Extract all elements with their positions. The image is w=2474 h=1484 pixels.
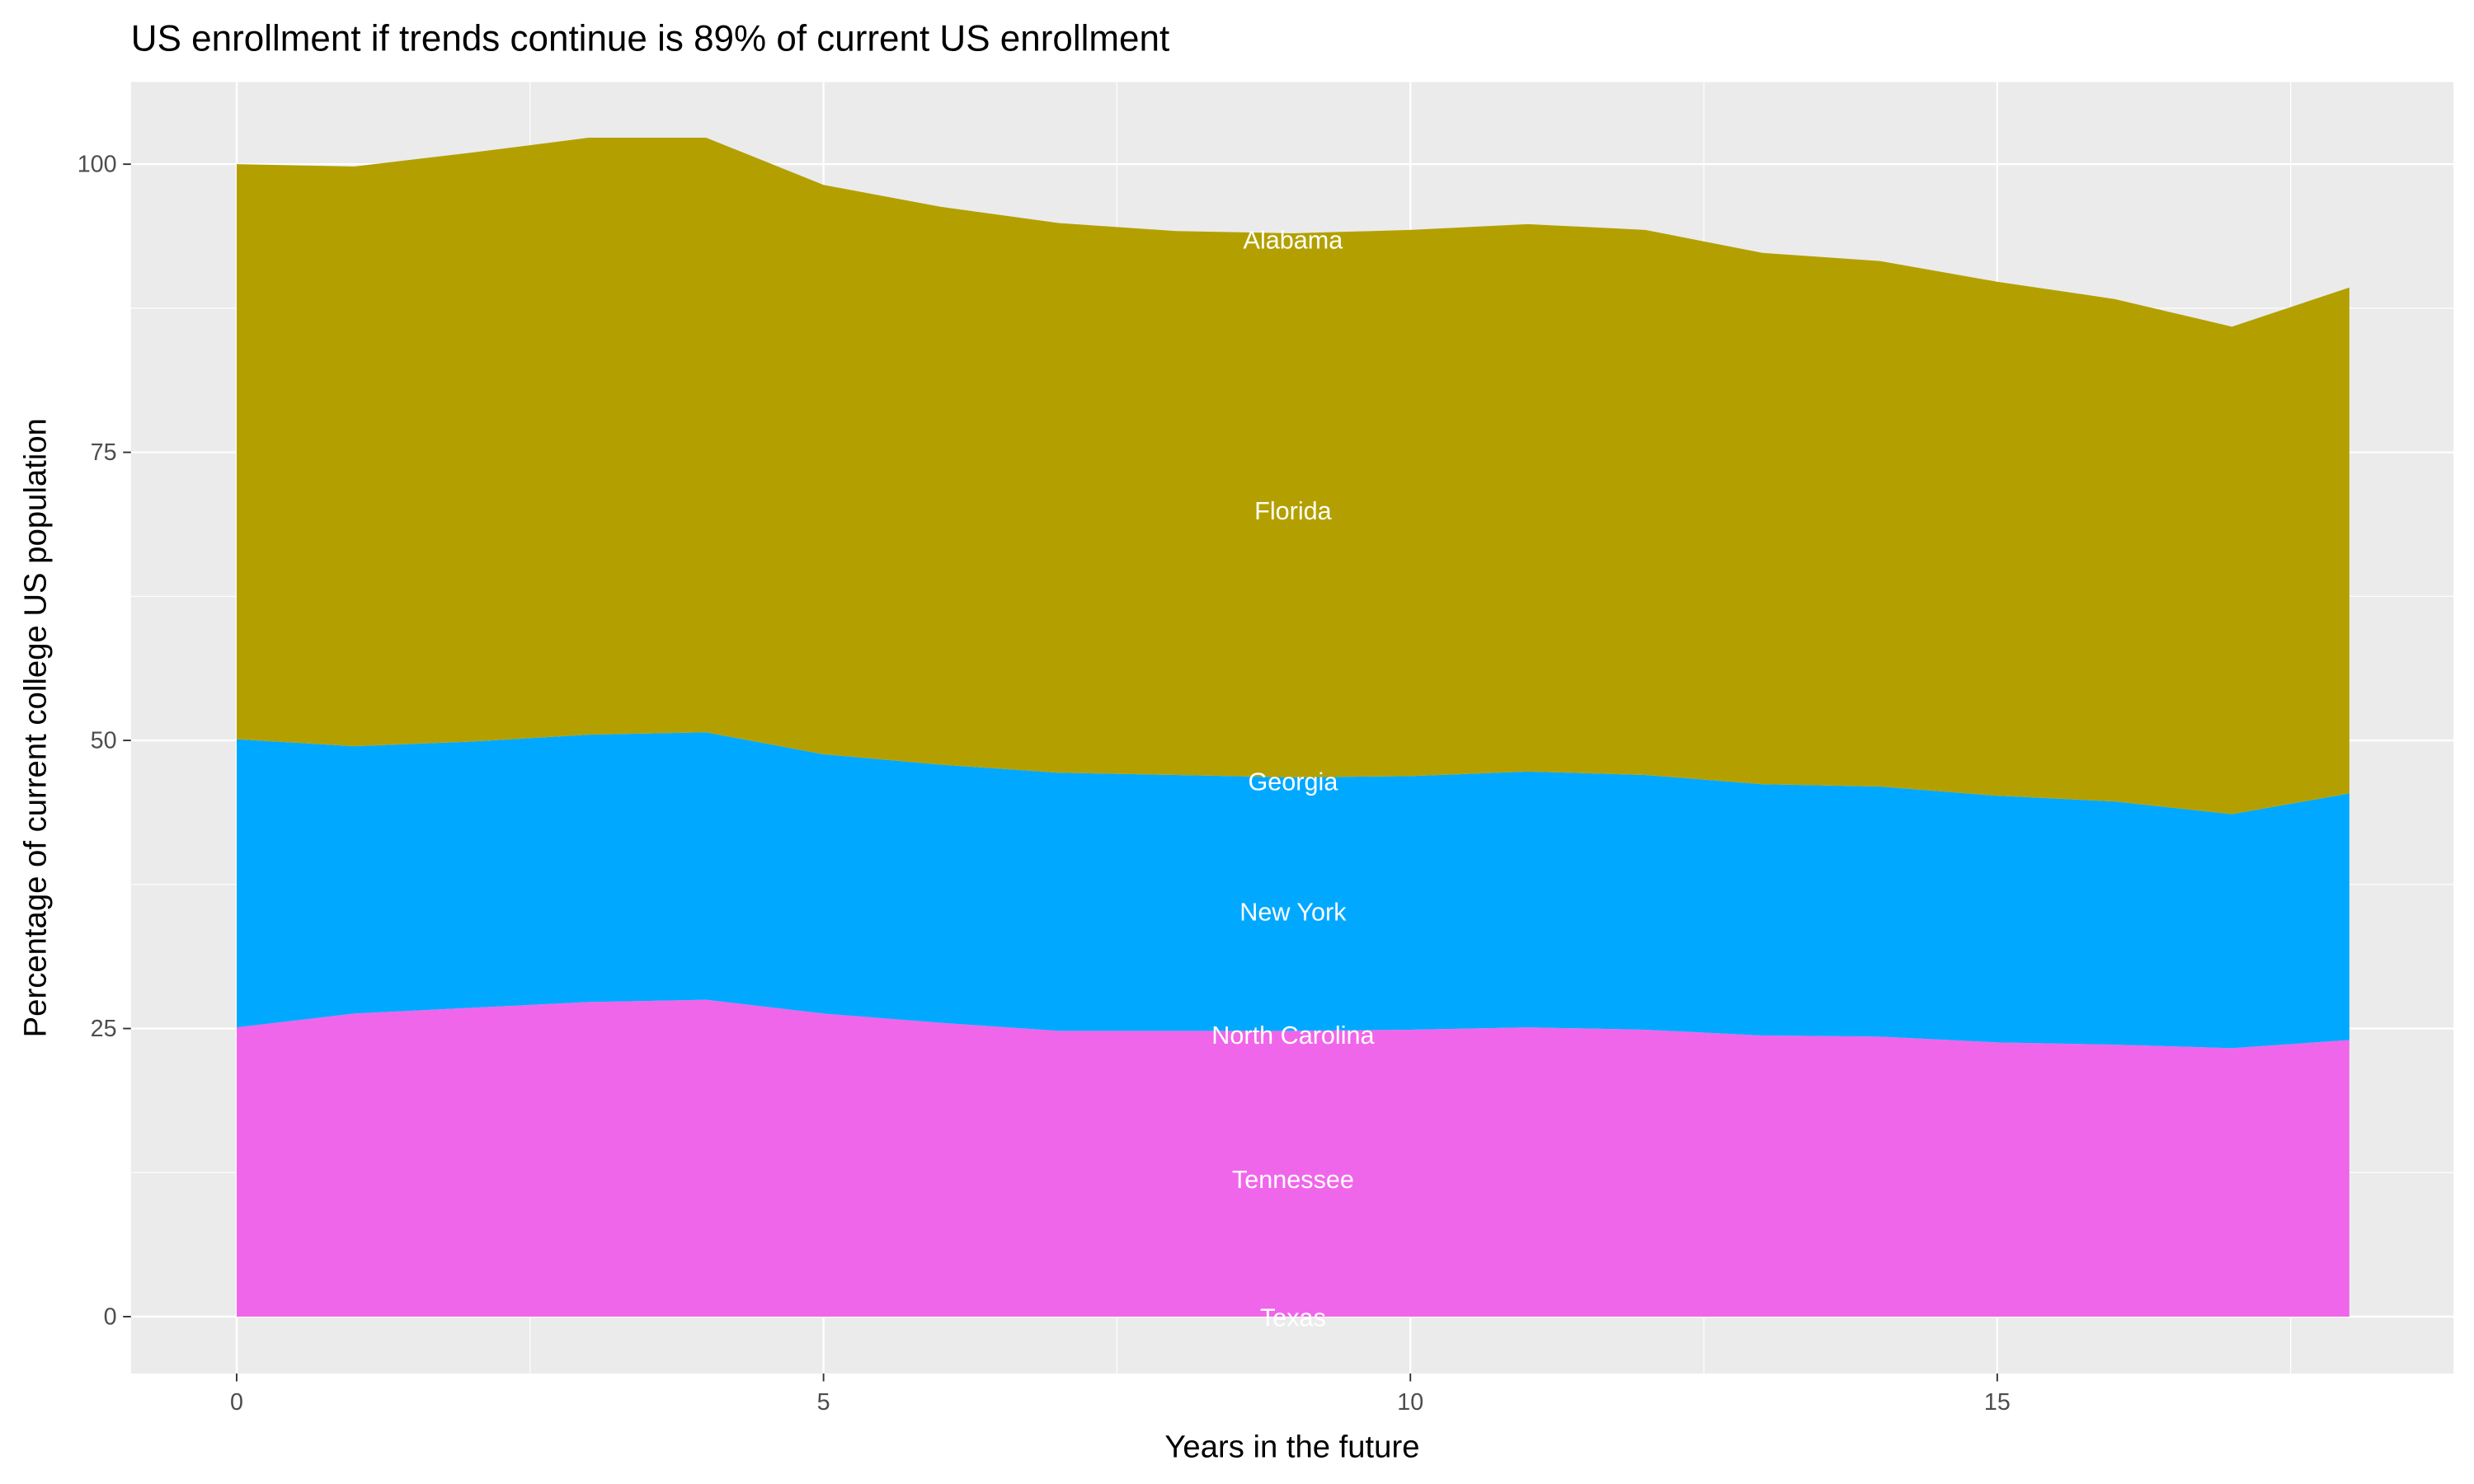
y-tick-label: 75 xyxy=(91,439,117,466)
x-tick-label: 0 xyxy=(230,1389,243,1416)
x-tick-label: 5 xyxy=(817,1389,830,1416)
y-tick-label: 25 xyxy=(91,1016,117,1042)
area-label: New York xyxy=(1239,898,1347,926)
y-tick-label: 50 xyxy=(91,728,117,754)
axis-ticks: 0 5 10 15 0 25 50 75 100 xyxy=(78,152,2011,1416)
area-label: Tennessee xyxy=(1232,1166,1354,1194)
y-axis-title: Percentage of current college US populat… xyxy=(17,418,53,1037)
area-label: North Carolina xyxy=(1211,1021,1375,1050)
area-labels: Alabama Florida Georgia New York North Carol… xyxy=(1211,226,1375,1331)
areas xyxy=(236,137,2349,1317)
area-band-1 xyxy=(236,732,2349,1049)
y-tick-label: 100 xyxy=(78,152,117,178)
area-label: Texas xyxy=(1260,1303,1326,1331)
x-tick-label: 15 xyxy=(1984,1389,2011,1416)
x-axis-title: Years in the future xyxy=(1164,1429,1419,1464)
area-label: Alabama xyxy=(1244,226,1344,254)
area-band-2 xyxy=(236,137,2349,815)
area-band-0 xyxy=(236,999,2349,1317)
area-label: Florida xyxy=(1254,497,1332,525)
y-tick-label: 0 xyxy=(104,1304,117,1331)
area-label: Georgia xyxy=(1248,768,1338,796)
x-tick-label: 10 xyxy=(1397,1389,1423,1416)
chart-title: US enrollment if trends continue is 89% … xyxy=(131,18,1169,59)
